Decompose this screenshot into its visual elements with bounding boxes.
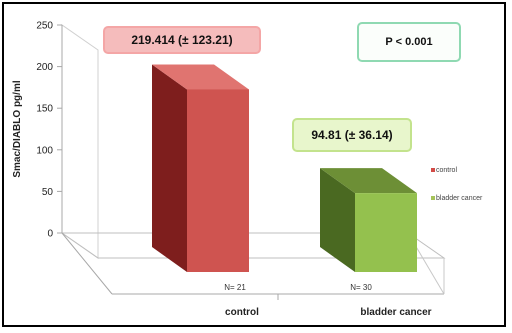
- x-axis: control bladder cancer N= 21 N= 30: [224, 283, 431, 318]
- legend-swatch: [431, 196, 435, 200]
- legend: control bladder cancer: [431, 167, 483, 202]
- y-axis-label: Smac/DIABLO pg/ml: [12, 80, 23, 177]
- bar-control-side: [152, 64, 187, 272]
- bladder-cancer-value-label: 94.81 (± 36.14): [292, 118, 412, 152]
- x-category-label: bladder cancer: [360, 307, 431, 318]
- n-count-label: N= 21: [224, 283, 246, 292]
- bar-control-front: [187, 89, 249, 272]
- bar-control-top: [152, 64, 249, 90]
- y-tick-label: 100: [36, 145, 53, 156]
- n-count-label: N= 30: [350, 283, 372, 292]
- bar-chart-3d: 0 50 100 150 200 250 Smac/DIABLO pg/ml contro…: [12, 21, 483, 319]
- bar-bladder-cancer-front: [355, 193, 417, 272]
- bar-bladder-cancer-side: [320, 168, 355, 272]
- y-tick-label: 200: [36, 62, 53, 73]
- y-tick-label: 50: [42, 187, 54, 198]
- control-value-label: 219.414 (± 123.21): [103, 26, 261, 54]
- bar-bladder-cancer: [320, 168, 417, 272]
- p-value-annotation: P < 0.001: [357, 22, 461, 62]
- y-tick-label: 0: [47, 229, 53, 240]
- y-tick-label: 250: [36, 21, 53, 32]
- x-category-label: control: [225, 307, 259, 318]
- bar-bladder-cancer-top: [320, 168, 417, 194]
- back-wall-left: [61, 24, 99, 259]
- bars: [152, 64, 417, 272]
- y-axis: 0 50 100 150 200 250: [36, 21, 63, 240]
- y-tick-label: 150: [36, 104, 53, 115]
- bar-control: [152, 64, 249, 272]
- legend-swatch: [431, 168, 435, 172]
- legend-entry: bladder cancer: [436, 195, 483, 202]
- floor-front-left-edge: [61, 232, 113, 295]
- legend-entry: control: [436, 167, 457, 174]
